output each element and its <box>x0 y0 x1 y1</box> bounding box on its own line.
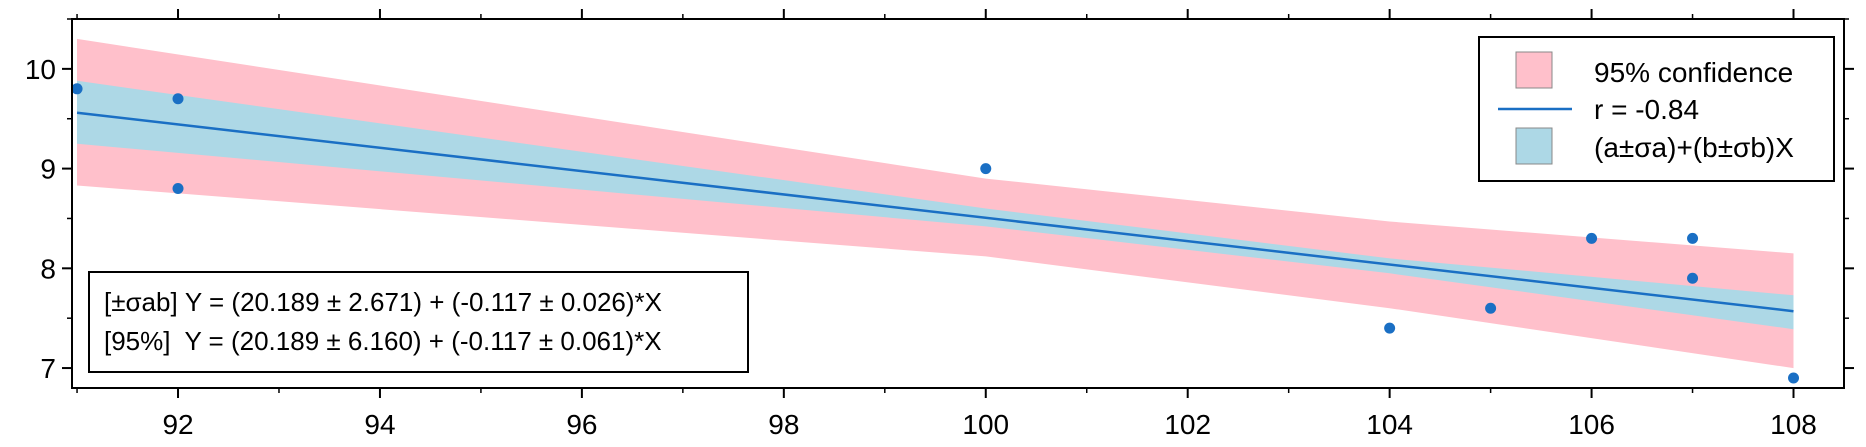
regression-fit-line <box>76 111 1794 313</box>
data-point <box>1485 302 1497 314</box>
legend: 95% confidence r = -0.84 (a±σa)+(b±σb)X <box>1478 36 1835 182</box>
equation-box-frame <box>88 271 749 373</box>
equation-line-sigma: [±σab] Y = (20.189 ± 2.671) + (-0.117 ± … <box>104 287 662 317</box>
confidence-bands <box>77 38 1794 369</box>
y-tick-label: 7 <box>40 353 56 384</box>
data-point <box>1586 232 1598 244</box>
data-point <box>1687 272 1699 284</box>
data-point <box>1788 372 1800 384</box>
legend-swatch-95 <box>1515 51 1553 89</box>
x-tick-label: 102 <box>1164 409 1211 440</box>
equation-box: [±σab] Y = (20.189 ± 2.671) + (-0.117 ± … <box>88 271 749 373</box>
equation-line-95: [95%] Y = (20.189 ± 6.160) + (-0.117 ± 0… <box>104 326 662 356</box>
x-tick-label: 100 <box>962 409 1009 440</box>
legend-label-ab: (a±σa)+(b±σb)X <box>1594 132 1794 163</box>
y-tick-label: 8 <box>40 253 56 284</box>
data-point <box>172 183 184 195</box>
legend-label-95: 95% confidence <box>1594 57 1793 88</box>
x-tick-label: 106 <box>1568 409 1615 440</box>
legend-swatch-ab <box>1515 127 1553 165</box>
data-point <box>172 93 184 105</box>
plot-frame <box>71 18 1845 389</box>
legend-label-r: r = -0.84 <box>1594 94 1699 125</box>
data-point <box>980 163 992 175</box>
axes: 92 94 96 98 100 102 104 106 108 7 8 9 10 <box>25 9 1854 440</box>
data-point <box>1384 322 1396 334</box>
data-point <box>1687 232 1699 244</box>
x-tick-label: 96 <box>566 409 597 440</box>
y-tick-label: 10 <box>25 54 56 85</box>
band-ab-sigma <box>77 80 1794 330</box>
data-points <box>71 83 1800 384</box>
data-point <box>71 83 83 95</box>
y-tick-label: 9 <box>40 154 56 185</box>
x-tick-label: 98 <box>768 409 799 440</box>
x-tick-label: 108 <box>1770 409 1817 440</box>
x-tick-label: 104 <box>1366 409 1413 440</box>
x-tick-label: 92 <box>162 409 193 440</box>
x-tick-label: 94 <box>364 409 395 440</box>
